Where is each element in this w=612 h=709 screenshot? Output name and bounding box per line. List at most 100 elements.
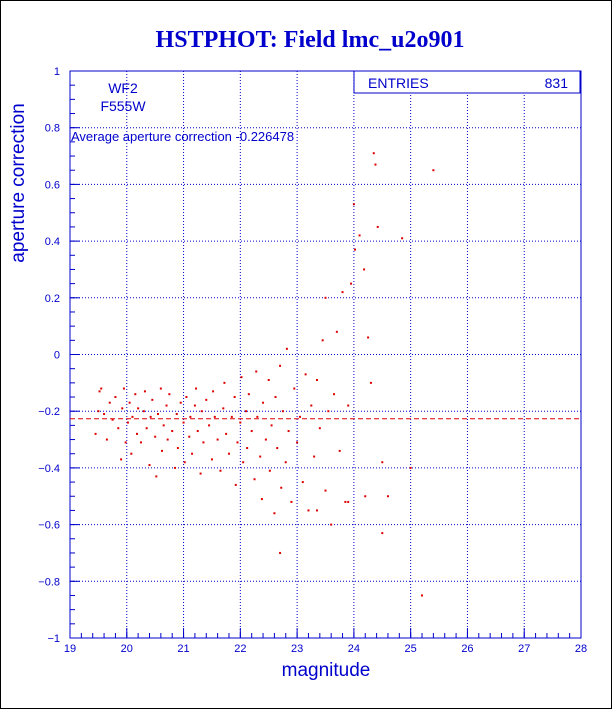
stats-entries-label: ENTRIES xyxy=(368,75,429,91)
data-point xyxy=(363,268,366,271)
data-point xyxy=(298,415,301,418)
scatter-points xyxy=(94,152,435,597)
data-point xyxy=(301,481,304,484)
data-point xyxy=(100,387,103,390)
data-point xyxy=(195,387,198,390)
data-point xyxy=(128,401,131,404)
x-tick-label: 25 xyxy=(405,643,417,655)
data-point xyxy=(130,452,133,455)
data-point xyxy=(333,393,336,396)
data-point xyxy=(160,449,163,452)
grid-lines xyxy=(70,71,581,638)
data-point xyxy=(188,435,191,438)
data-point xyxy=(230,415,233,418)
tick-labels: 19 20 21 22 23 24 25 26 27 28 −1 −0.8 −0.6 −0.4 −0.2 0 0… xyxy=(38,66,587,655)
data-point xyxy=(315,379,318,382)
data-point xyxy=(166,438,169,441)
data-point xyxy=(324,296,327,299)
plot-border xyxy=(69,70,582,639)
data-point xyxy=(94,432,97,435)
data-point xyxy=(264,438,267,441)
y-tick-label: −0.8 xyxy=(38,576,60,588)
data-point xyxy=(287,430,290,433)
data-point xyxy=(313,455,316,458)
data-point xyxy=(267,379,270,382)
data-point xyxy=(122,387,125,390)
data-point xyxy=(227,452,230,455)
x-tick-label: 21 xyxy=(177,643,189,655)
data-point xyxy=(193,404,196,407)
x-tick-label: 19 xyxy=(64,643,76,655)
data-point xyxy=(284,461,287,464)
data-point xyxy=(341,291,344,294)
data-point xyxy=(149,415,152,418)
data-point xyxy=(151,398,154,401)
x-axis-title: magnitude xyxy=(282,660,371,681)
data-point xyxy=(171,430,174,433)
data-point xyxy=(196,430,199,433)
data-point xyxy=(212,390,215,393)
data-point xyxy=(367,336,370,339)
data-point xyxy=(246,447,249,450)
data-point xyxy=(183,461,186,464)
stats-box: ENTRIES 831 xyxy=(353,70,581,94)
y-tick-label: −0.6 xyxy=(38,520,60,532)
data-point xyxy=(381,461,384,464)
data-point xyxy=(98,390,101,393)
data-point xyxy=(114,396,117,399)
data-point xyxy=(135,432,138,435)
data-point xyxy=(185,396,188,399)
y-tick-label: 0 xyxy=(54,350,60,362)
data-point xyxy=(310,404,313,407)
data-point xyxy=(159,387,162,390)
data-point xyxy=(148,464,151,467)
stats-box-frame xyxy=(353,70,581,94)
data-point xyxy=(280,486,283,489)
data-point xyxy=(347,500,350,503)
data-point xyxy=(315,509,318,512)
x-tick-label: 22 xyxy=(234,643,246,655)
data-point xyxy=(103,413,106,416)
data-point xyxy=(281,410,284,413)
data-point xyxy=(285,347,288,350)
data-point xyxy=(239,421,242,424)
data-point xyxy=(321,339,324,342)
data-point xyxy=(155,475,158,478)
data-point xyxy=(154,435,157,438)
data-point xyxy=(259,455,262,458)
data-point xyxy=(350,282,353,285)
data-point xyxy=(225,432,228,435)
data-point xyxy=(108,401,111,404)
y-tick-label: 0.4 xyxy=(45,236,60,248)
data-point xyxy=(369,381,372,384)
data-point xyxy=(338,449,341,452)
data-point xyxy=(139,441,142,444)
data-point xyxy=(374,163,377,166)
data-point xyxy=(174,466,177,469)
data-point xyxy=(250,430,253,433)
data-point xyxy=(213,415,216,418)
data-point xyxy=(358,234,361,237)
x-tick-label: 24 xyxy=(348,643,360,655)
data-point xyxy=(162,424,165,427)
data-point xyxy=(111,418,114,421)
data-point xyxy=(262,401,265,404)
data-point xyxy=(199,472,202,475)
data-point xyxy=(223,381,226,384)
data-point xyxy=(233,396,236,399)
data-point xyxy=(324,489,327,492)
data-point xyxy=(134,393,137,396)
data-point xyxy=(179,401,182,404)
data-point xyxy=(245,410,248,413)
filter-label: F555W xyxy=(100,98,146,114)
x-tick-label: 20 xyxy=(121,643,133,655)
data-point xyxy=(421,594,424,597)
data-point xyxy=(176,447,179,450)
data-point xyxy=(242,461,245,464)
y-tick-label: 0.6 xyxy=(45,179,60,191)
data-point xyxy=(386,495,389,498)
data-point xyxy=(260,498,263,501)
data-point xyxy=(279,364,282,367)
average-correction-label: Average aperture correction -0.226478 xyxy=(71,129,294,144)
